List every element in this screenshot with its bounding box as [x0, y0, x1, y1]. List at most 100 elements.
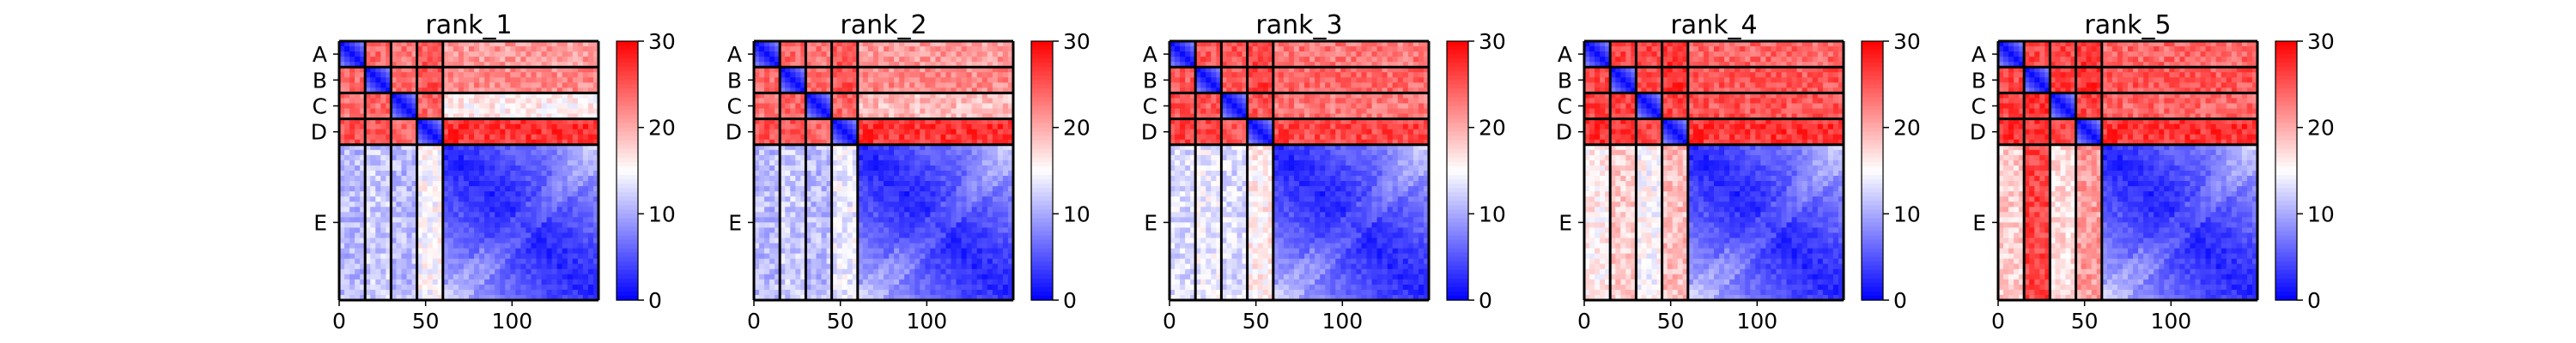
- heatmap-cell: [841, 93, 848, 99]
- heatmap-cell: [769, 103, 775, 110]
- heatmap-cell: [836, 77, 843, 83]
- heatmap-cell: [945, 227, 952, 234]
- heatmap-cell: [940, 253, 947, 260]
- heatmap-cell: [790, 154, 796, 161]
- heatmap-cell: [587, 113, 594, 120]
- heatmap-cell: [453, 207, 459, 213]
- heatmap-cell: [526, 258, 532, 265]
- heatmap-cell: [536, 57, 543, 63]
- heatmap-cell: [577, 41, 584, 47]
- colorbar-segment: [617, 184, 638, 189]
- heatmap-cell: [437, 294, 444, 301]
- heatmap-cell: [587, 289, 594, 296]
- heatmap-cell: [469, 253, 475, 260]
- heatmap-cell: [775, 103, 781, 110]
- heatmap-cell: [567, 181, 574, 187]
- heatmap-cell: [380, 253, 386, 260]
- heatmap-cell: [458, 149, 465, 156]
- heatmap-cell: [582, 129, 589, 135]
- heatmap-cell: [914, 77, 920, 83]
- heatmap-cell: [878, 98, 884, 105]
- heatmap-cell: [422, 186, 428, 192]
- heatmap-cell: [966, 232, 973, 239]
- heatmap-cell: [878, 123, 884, 130]
- heatmap-cell: [754, 123, 760, 130]
- heatmap-cell: [872, 253, 879, 260]
- heatmap-cell: [904, 149, 910, 156]
- heatmap-cell: [551, 154, 558, 161]
- heatmap-cell: [458, 222, 465, 229]
- heatmap-cell: [852, 108, 859, 115]
- heatmap-cell: [562, 159, 568, 166]
- heatmap-cell: [427, 243, 434, 250]
- heatmap-cell: [795, 159, 801, 166]
- heatmap-cell: [458, 212, 465, 218]
- heatmap-cell: [360, 57, 366, 63]
- heatmap-cell: [474, 191, 480, 197]
- heatmap-cell: [831, 268, 838, 275]
- heatmap-cell: [971, 181, 978, 187]
- heatmap-cell: [1007, 263, 1014, 270]
- heatmap-cell: [406, 202, 413, 208]
- heatmap-cell: [344, 294, 350, 301]
- heatmap-cell: [380, 62, 386, 68]
- heatmap-cell: [406, 196, 413, 202]
- heatmap-cell: [909, 227, 915, 234]
- heatmap-cell: [582, 227, 589, 234]
- heatmap-cell: [800, 165, 806, 172]
- heatmap-cell: [795, 253, 801, 260]
- heatmap-cell: [775, 98, 781, 105]
- heatmap-cell: [427, 51, 434, 57]
- heatmap-cell: [971, 274, 978, 280]
- heatmap-cell: [930, 279, 936, 286]
- heatmap-cell: [951, 67, 957, 73]
- heatmap-cell: [495, 108, 501, 115]
- heatmap-cell: [562, 123, 568, 130]
- heatmap-cell: [556, 41, 563, 47]
- heatmap-cell: [831, 279, 838, 286]
- heatmap-cell: [396, 149, 403, 156]
- heatmap-cell: [515, 253, 521, 260]
- heatmap-cell: [795, 134, 801, 141]
- heatmap-cell: [852, 217, 859, 223]
- heatmap-cell: [951, 212, 957, 218]
- heatmap-cell: [577, 289, 584, 296]
- heatmap-cell: [587, 181, 594, 187]
- heatmap-cell: [427, 207, 434, 213]
- heatmap-cell: [447, 284, 454, 291]
- heatmap-cell: [447, 243, 454, 250]
- heatmap-cell: [930, 41, 936, 47]
- heatmap-cell: [592, 118, 599, 125]
- heatmap-cell: [546, 46, 553, 52]
- heatmap-cell: [785, 186, 791, 192]
- heatmap-cell: [992, 139, 999, 146]
- heatmap-cell: [531, 159, 538, 166]
- heatmap-cell: [816, 82, 823, 88]
- heatmap-cell: [857, 134, 864, 141]
- heatmap-cell: [360, 123, 366, 130]
- heatmap-cell: [889, 108, 895, 115]
- heatmap-cell: [463, 93, 470, 99]
- heatmap-cell: [816, 118, 823, 125]
- heatmap-cell: [479, 77, 485, 83]
- heatmap-cell: [987, 144, 993, 151]
- heatmap-cell: [526, 227, 532, 234]
- heatmap-cell: [567, 207, 574, 213]
- heatmap-cell: [515, 284, 521, 291]
- heatmap-cell: [956, 129, 963, 135]
- heatmap-cell: [495, 274, 501, 280]
- heatmap-cell: [956, 227, 963, 234]
- heatmap-cell: [826, 268, 833, 275]
- heatmap-cell: [971, 243, 978, 250]
- heatmap-cell: [775, 284, 781, 291]
- heatmap-cell: [442, 87, 449, 93]
- heatmap-cell: [458, 258, 465, 265]
- heatmap-cell: [775, 118, 781, 125]
- heatmap-cell: [349, 154, 355, 161]
- heatmap-cell: [572, 51, 579, 57]
- heatmap-cell: [847, 258, 854, 265]
- colorbar-segment: [617, 175, 638, 180]
- heatmap-cell: [857, 227, 864, 234]
- heatmap-cell: [458, 123, 465, 130]
- heatmap-cell: [463, 41, 470, 47]
